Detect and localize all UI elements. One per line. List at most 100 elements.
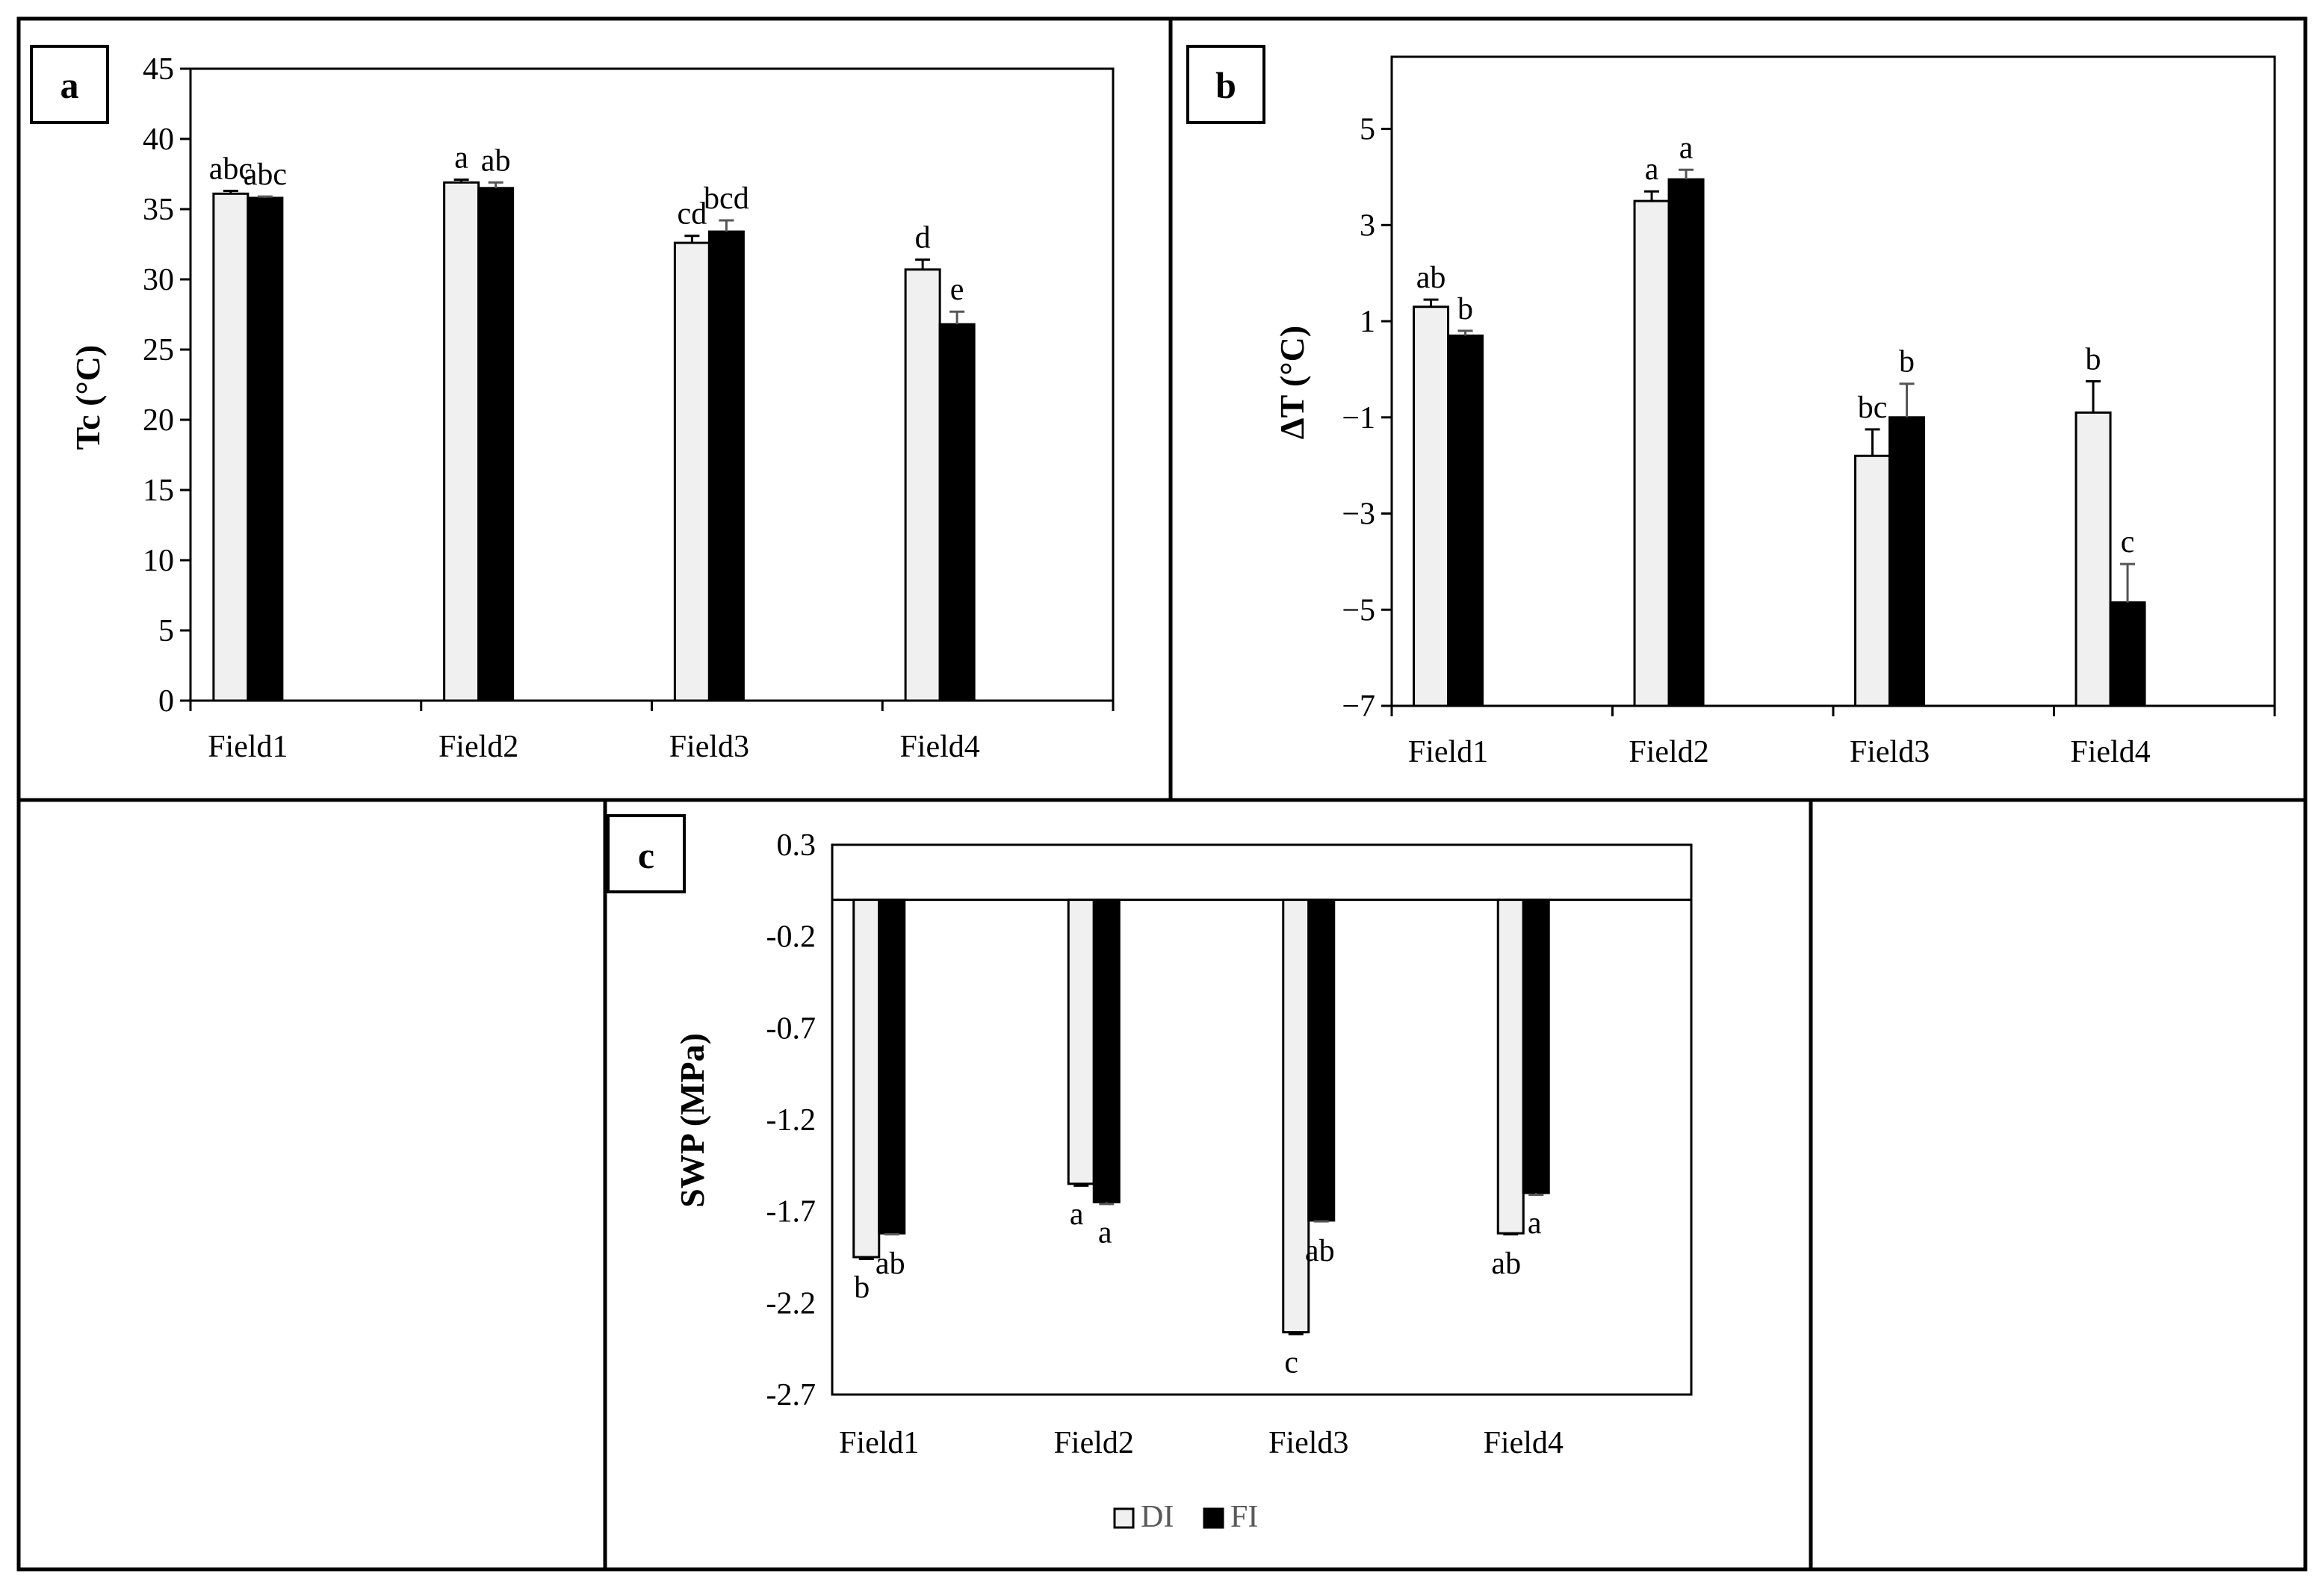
bar-di-field2 [1067, 899, 1095, 1185]
bar-di-field2 [1633, 199, 1670, 707]
y-tick-label: -2.7 [766, 1378, 817, 1412]
panel-label-a-box [30, 45, 109, 124]
significance-label: b [2086, 343, 2101, 377]
significance-label: a [1528, 1206, 1542, 1241]
bar-di-field1 [852, 899, 881, 1259]
significance-label: c [2121, 525, 2135, 559]
x-category-label: Field4 [899, 730, 979, 764]
panel-label-a-text: a [61, 64, 79, 106]
bar-fi-field3 [1307, 899, 1336, 1222]
significance-label: ab [876, 1247, 905, 1281]
significance-label: a [454, 141, 468, 176]
y-tick-label: 0.3 [777, 828, 817, 863]
frame-bottom-right [1809, 798, 2308, 1572]
y-axis-title-c: SWP (MPa) [673, 1033, 711, 1208]
y-tick-label: 0 [158, 684, 174, 719]
bar-fi-field1 [1447, 334, 1484, 707]
legend-swatch-fi [1203, 1507, 1224, 1529]
bar-di-field4 [904, 268, 941, 702]
bar-di-field3 [673, 241, 710, 702]
bar-fi-field3 [707, 230, 745, 702]
bar-fi-field4 [1522, 899, 1550, 1194]
y-tick-label: 15 [143, 474, 174, 508]
significance-label: bcd [704, 182, 749, 216]
significance-label: a [1679, 131, 1694, 165]
bar-di-field3 [1854, 454, 1891, 707]
y-tick-label: −5 [1342, 593, 1375, 627]
chart-panel-b: −7−5−3−1135abbField1aaField2bcbField3bcF… [1342, 55, 2276, 769]
frame-bottom-left [16, 798, 607, 1572]
legend: DI FI [1113, 1500, 1258, 1534]
y-tick-label: -1.7 [766, 1195, 817, 1229]
significance-label: cd [678, 197, 707, 232]
y-tick-label: −3 [1342, 497, 1375, 532]
bar-fi-field4 [2109, 601, 2146, 707]
y-tick-label: 1 [1360, 305, 1375, 339]
significance-label: c [1284, 1346, 1298, 1380]
bar-fi-field2 [1092, 899, 1121, 1203]
significance-label: e [950, 273, 964, 307]
x-category-label: Field3 [669, 730, 749, 764]
bar-di-field1 [212, 192, 250, 702]
bar-di-field1 [1413, 306, 1450, 707]
y-tick-label: 5 [158, 614, 174, 648]
significance-label: ab [1491, 1247, 1521, 1281]
y-tick-label: -2.2 [766, 1286, 817, 1321]
significance-label: b [854, 1271, 870, 1305]
panel-label-b-box [1186, 45, 1265, 124]
panel-frames [16, 16, 2308, 1572]
bar-fi-field3 [1888, 416, 1926, 707]
bar-di-field4 [2074, 411, 2112, 707]
y-tick-label: -0.2 [766, 920, 817, 955]
significance-label: bc [1858, 391, 1888, 425]
y-tick-label: 45 [143, 52, 174, 87]
x-category-label: Field1 [839, 1426, 919, 1460]
significance-label: abc [244, 158, 287, 192]
panel-label-c: c [607, 814, 686, 893]
x-category-label: Field4 [2070, 735, 2150, 769]
panel-label-c-text: c [638, 834, 654, 876]
bar-di-field4 [1496, 899, 1525, 1235]
bar-fi-field2 [477, 187, 515, 702]
y-tick-label: 5 [1360, 113, 1375, 147]
significance-label: a [1645, 152, 1659, 187]
y-tick-label: −1 [1342, 401, 1375, 435]
y-tick-label: −7 [1342, 689, 1375, 724]
y-axis-title-a: Tc (°C) [69, 345, 107, 450]
panel-label-b-text: b [1215, 64, 1236, 106]
y-tick-label: 20 [143, 403, 174, 438]
y-tick-label: 40 [143, 122, 174, 157]
x-category-label: Field2 [1054, 1426, 1134, 1460]
x-category-label: Field1 [1408, 735, 1488, 769]
y-tick-label: 25 [143, 333, 174, 367]
y-tick-label: -1.2 [766, 1103, 817, 1138]
legend-swatch-di [1113, 1507, 1135, 1529]
x-category-label: Field2 [1629, 735, 1708, 769]
significance-label: a [1070, 1197, 1084, 1232]
y-tick-label: 3 [1360, 208, 1375, 243]
y-tick-label: 35 [143, 193, 174, 227]
significance-label: ab [481, 143, 511, 178]
bar-di-field2 [443, 181, 480, 702]
x-category-label: Field3 [1268, 1426, 1348, 1460]
significance-label: ab [1305, 1234, 1335, 1268]
plot-area-frame [831, 843, 1693, 1396]
bar-fi-field1 [878, 899, 906, 1235]
panel-label-a: a [30, 45, 109, 124]
x-category-label: Field4 [1484, 1426, 1564, 1460]
panel-label-b: b [1186, 45, 1265, 124]
legend-label-fi: FI [1230, 1500, 1258, 1534]
y-tick-label: 10 [143, 544, 174, 578]
frame-panel-c [603, 798, 1813, 1572]
x-category-label: Field2 [439, 730, 518, 764]
y-tick-label: -0.7 [766, 1011, 817, 1046]
significance-label: d [915, 221, 931, 255]
significance-label: ab [1416, 261, 1446, 295]
bar-fi-field2 [1667, 178, 1705, 707]
legend-label-di: DI [1141, 1500, 1174, 1534]
panel-label-c-box [607, 814, 686, 893]
y-axis-title-b: ΔT (°C) [1273, 326, 1311, 439]
bar-fi-field1 [247, 196, 284, 702]
